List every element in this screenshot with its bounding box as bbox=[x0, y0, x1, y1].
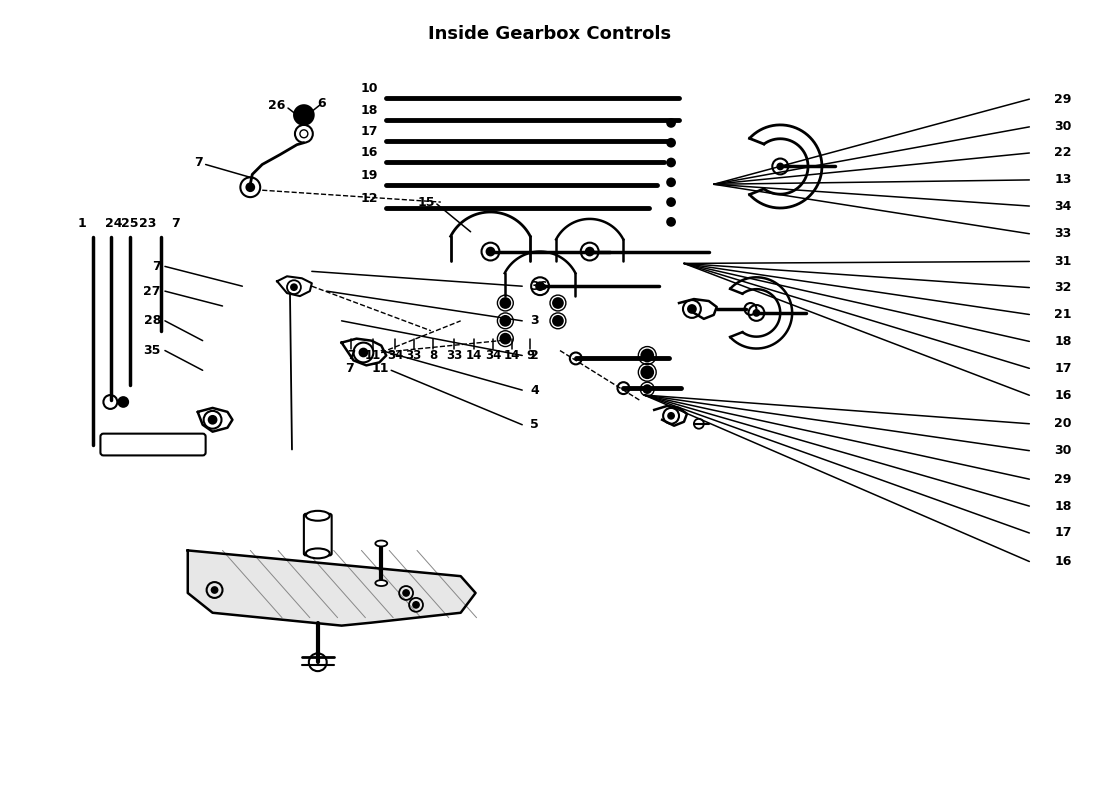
Text: 10: 10 bbox=[361, 82, 378, 95]
Text: 14: 14 bbox=[465, 349, 482, 362]
Text: 21: 21 bbox=[1054, 308, 1071, 321]
Text: 35: 35 bbox=[144, 344, 161, 357]
Text: 29: 29 bbox=[1054, 93, 1071, 106]
Ellipse shape bbox=[306, 511, 330, 521]
Text: 18: 18 bbox=[361, 104, 378, 117]
Circle shape bbox=[754, 310, 759, 316]
Circle shape bbox=[553, 316, 563, 326]
Circle shape bbox=[500, 316, 510, 326]
Circle shape bbox=[667, 119, 675, 127]
Circle shape bbox=[667, 178, 675, 186]
Text: 36: 36 bbox=[530, 280, 548, 293]
Circle shape bbox=[667, 158, 675, 166]
Text: 30: 30 bbox=[1054, 120, 1071, 134]
Circle shape bbox=[360, 349, 367, 357]
Circle shape bbox=[667, 138, 675, 146]
Text: 16: 16 bbox=[1054, 389, 1071, 402]
Text: 32: 32 bbox=[1054, 281, 1071, 294]
Text: 8: 8 bbox=[429, 349, 438, 362]
Text: 25: 25 bbox=[121, 218, 139, 230]
Text: 14: 14 bbox=[504, 349, 520, 362]
Text: 9: 9 bbox=[526, 349, 535, 362]
Text: 7: 7 bbox=[194, 156, 202, 169]
Text: 29: 29 bbox=[1054, 473, 1071, 486]
Circle shape bbox=[641, 350, 653, 362]
Text: 3: 3 bbox=[530, 314, 539, 327]
Text: 13: 13 bbox=[1054, 174, 1071, 186]
Circle shape bbox=[292, 284, 297, 290]
Text: 17: 17 bbox=[1054, 526, 1071, 539]
Text: 23: 23 bbox=[139, 218, 156, 230]
Ellipse shape bbox=[375, 541, 387, 546]
Circle shape bbox=[553, 298, 563, 308]
Text: 7: 7 bbox=[345, 362, 354, 375]
Text: 33: 33 bbox=[406, 349, 421, 362]
Text: 19: 19 bbox=[361, 170, 378, 182]
Text: 27: 27 bbox=[143, 285, 161, 298]
Circle shape bbox=[209, 416, 217, 424]
Text: 26: 26 bbox=[267, 98, 285, 112]
Text: 28: 28 bbox=[144, 314, 161, 327]
Circle shape bbox=[778, 163, 783, 170]
Text: 15: 15 bbox=[417, 195, 434, 209]
Circle shape bbox=[403, 590, 409, 596]
Text: 16: 16 bbox=[1054, 555, 1071, 568]
Circle shape bbox=[641, 366, 653, 378]
Text: 17: 17 bbox=[1054, 362, 1071, 375]
Text: 20: 20 bbox=[1054, 418, 1071, 430]
FancyBboxPatch shape bbox=[100, 434, 206, 455]
Text: 11: 11 bbox=[372, 362, 389, 375]
Text: 7: 7 bbox=[348, 349, 355, 362]
Text: 2: 2 bbox=[530, 349, 539, 362]
Circle shape bbox=[667, 198, 675, 206]
Text: 18: 18 bbox=[1054, 335, 1071, 348]
Text: 34: 34 bbox=[485, 349, 502, 362]
Text: 6: 6 bbox=[317, 97, 326, 110]
Circle shape bbox=[486, 248, 494, 255]
Text: Inside Gearbox Controls: Inside Gearbox Controls bbox=[428, 25, 672, 43]
Circle shape bbox=[667, 218, 675, 226]
Text: 16: 16 bbox=[361, 146, 378, 158]
Circle shape bbox=[119, 397, 129, 407]
Text: 4: 4 bbox=[530, 384, 539, 397]
Text: 33: 33 bbox=[1054, 227, 1071, 240]
Text: 22: 22 bbox=[1054, 146, 1071, 159]
FancyBboxPatch shape bbox=[304, 514, 332, 555]
Ellipse shape bbox=[306, 549, 330, 558]
Circle shape bbox=[644, 385, 651, 393]
Text: 34: 34 bbox=[387, 349, 404, 362]
Circle shape bbox=[688, 305, 696, 313]
Text: 24: 24 bbox=[106, 218, 123, 230]
Circle shape bbox=[500, 298, 510, 308]
Circle shape bbox=[585, 248, 594, 255]
Text: 7: 7 bbox=[170, 218, 179, 230]
Text: 17: 17 bbox=[361, 125, 378, 138]
Text: 7: 7 bbox=[152, 260, 161, 273]
Polygon shape bbox=[188, 550, 475, 626]
Text: 12: 12 bbox=[361, 192, 378, 205]
Ellipse shape bbox=[375, 580, 387, 586]
Circle shape bbox=[668, 413, 674, 419]
Text: 18: 18 bbox=[1054, 499, 1071, 513]
Circle shape bbox=[500, 334, 510, 343]
Text: 30: 30 bbox=[1054, 444, 1071, 457]
Text: 31: 31 bbox=[1054, 255, 1071, 268]
Text: 33: 33 bbox=[446, 349, 462, 362]
Circle shape bbox=[211, 587, 218, 593]
Circle shape bbox=[412, 602, 419, 608]
Circle shape bbox=[246, 183, 254, 191]
Circle shape bbox=[536, 282, 544, 290]
Text: 5: 5 bbox=[530, 418, 539, 431]
Circle shape bbox=[294, 105, 313, 125]
Text: 11: 11 bbox=[365, 349, 382, 362]
Text: 1: 1 bbox=[78, 218, 87, 230]
Text: 34: 34 bbox=[1054, 199, 1071, 213]
